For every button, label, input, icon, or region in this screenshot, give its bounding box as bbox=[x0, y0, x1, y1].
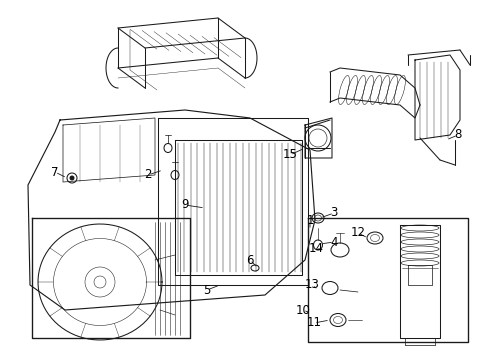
Text: 11: 11 bbox=[306, 317, 321, 330]
Text: 13: 13 bbox=[304, 278, 319, 292]
Text: 9: 9 bbox=[181, 198, 188, 211]
Text: 3: 3 bbox=[330, 206, 337, 220]
Text: 2: 2 bbox=[144, 169, 151, 181]
Text: 15: 15 bbox=[282, 149, 297, 161]
Circle shape bbox=[69, 176, 75, 181]
Text: 10: 10 bbox=[295, 303, 310, 317]
Text: 4: 4 bbox=[330, 236, 337, 248]
Text: 12: 12 bbox=[350, 226, 365, 240]
Text: 1: 1 bbox=[305, 213, 313, 226]
Text: 6: 6 bbox=[246, 253, 253, 266]
Text: 7: 7 bbox=[51, 166, 59, 178]
Text: 8: 8 bbox=[454, 129, 461, 141]
Text: 14: 14 bbox=[308, 241, 323, 255]
Text: 5: 5 bbox=[203, 283, 210, 297]
